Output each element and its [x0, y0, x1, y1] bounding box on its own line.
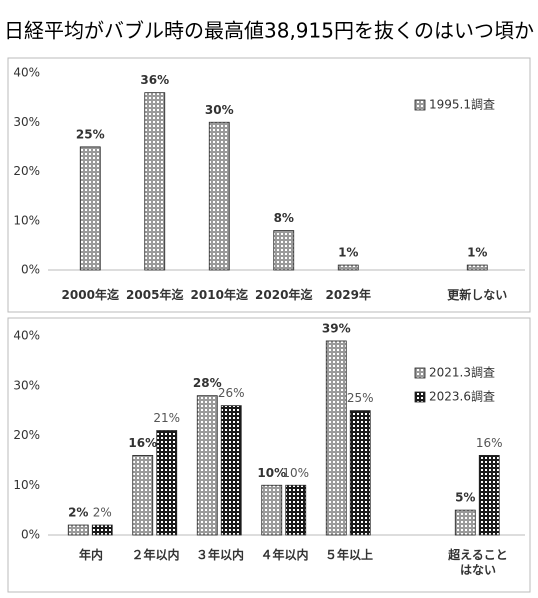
y-tick-label: 40%: [13, 329, 40, 343]
value-label: 10%: [282, 466, 309, 480]
bar: [132, 454, 154, 536]
x-tick-label: 超えることはない: [448, 548, 508, 577]
chart-frame: [7, 57, 531, 313]
y-tick-label: 40%: [13, 66, 40, 80]
legend-label: 1995.1調査: [429, 98, 495, 112]
bar: [325, 340, 347, 536]
y-tick-label: 10%: [13, 478, 40, 492]
value-label: 10%: [257, 466, 286, 480]
x-tick-label: 2020年迄: [255, 288, 313, 302]
x-tick-label-box: 2010年迄: [190, 288, 248, 302]
x-tick-label-box: 2029年: [325, 288, 371, 302]
value-label: 21%: [153, 411, 180, 425]
x-tick-label-box: 2020年迄: [255, 288, 313, 302]
y-tick-label: 0%: [21, 528, 40, 542]
x-tick-label-box: ３年以内: [195, 548, 244, 562]
x-tick-label-box: 超えることはない: [448, 548, 508, 577]
bar: [285, 484, 307, 536]
x-tick-label: 2005年迄: [126, 288, 184, 302]
bar: [156, 430, 178, 536]
value-label: 16%: [476, 436, 503, 450]
bar: [67, 524, 89, 536]
x-tick-label: ５年以上: [324, 548, 373, 562]
legend-swatch: [414, 367, 426, 379]
value-label: 28%: [193, 376, 222, 390]
value-label: 2%: [93, 506, 112, 520]
bar: [79, 146, 101, 271]
x-tick-label-box: ４年以内: [260, 548, 309, 562]
value-label: 1%: [467, 246, 487, 260]
value-label: 25%: [76, 127, 105, 141]
bar: [91, 524, 113, 536]
x-tick-label-box: 2000年迄: [61, 288, 119, 302]
x-tick-label-box: 更新しない: [447, 288, 508, 302]
x-tick-label: ３年以内: [195, 548, 244, 562]
y-tick-label: 20%: [13, 428, 40, 442]
bar: [144, 92, 166, 271]
x-tick-label: 2000年迄: [61, 288, 119, 302]
legend-swatch: [414, 391, 426, 403]
value-label: 39%: [322, 321, 351, 335]
x-tick-label: ４年以内: [260, 548, 309, 562]
x-tick-label: 2010年迄: [190, 288, 248, 302]
bar: [466, 264, 488, 271]
legend-label: 2021.3調査: [429, 366, 495, 380]
value-label: 36%: [140, 73, 169, 87]
value-label: 16%: [128, 436, 157, 450]
x-tick-label: ２年以内: [131, 548, 180, 562]
y-tick-label: 30%: [13, 378, 40, 392]
value-label: 8%: [274, 211, 294, 225]
legend-label: 2023.6調査: [429, 390, 495, 404]
x-tick-label-box: 2005年迄: [126, 288, 184, 302]
value-label: 25%: [347, 391, 374, 405]
x-tick-label: 年内: [78, 548, 103, 562]
x-tick-label-box: ２年以内: [131, 548, 180, 562]
x-tick-label: 2029年: [325, 288, 371, 302]
bar: [220, 405, 242, 536]
value-label: 26%: [218, 386, 245, 400]
bar: [349, 410, 371, 536]
y-tick-label: 0%: [21, 263, 40, 277]
value-label: 2%: [68, 506, 88, 520]
y-tick-label: 20%: [13, 164, 40, 178]
value-label: 1%: [338, 246, 358, 260]
value-label: 5%: [455, 491, 475, 505]
y-tick-label: 30%: [13, 115, 40, 129]
bar: [208, 121, 230, 271]
bar: [454, 509, 476, 536]
x-tick-label: 更新しない: [447, 288, 508, 302]
x-tick-label-box: ５年以上: [324, 548, 373, 562]
y-tick-label: 10%: [13, 213, 40, 227]
value-label: 30%: [205, 103, 234, 117]
page-title: 日経平均がバブル時の最高値38,915円を抜くのはいつ頃か: [4, 19, 534, 43]
bar: [273, 230, 295, 271]
bar: [196, 395, 218, 536]
x-tick-label-box: 年内: [78, 548, 103, 562]
legend-swatch: [414, 99, 426, 111]
bar: [261, 484, 283, 536]
bar: [478, 454, 500, 536]
chart-frame: [7, 317, 531, 593]
bar: [337, 264, 359, 271]
